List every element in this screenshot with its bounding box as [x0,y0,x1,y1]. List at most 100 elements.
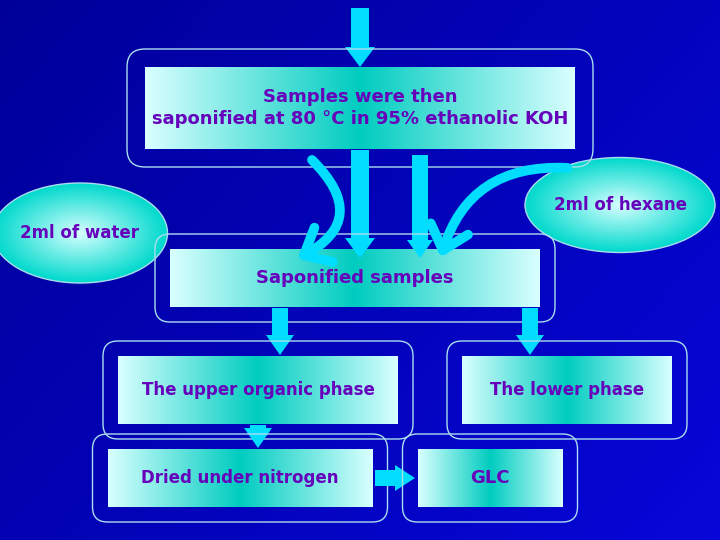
Ellipse shape [14,195,145,271]
Ellipse shape [564,177,675,233]
Ellipse shape [77,231,83,235]
Ellipse shape [542,166,698,244]
Text: Dried under nitrogen: Dried under nitrogen [141,469,338,487]
Ellipse shape [20,199,140,267]
Ellipse shape [574,182,666,228]
Ellipse shape [55,219,105,247]
Ellipse shape [585,187,654,222]
Ellipse shape [536,163,704,247]
Ellipse shape [73,229,87,237]
Ellipse shape [60,221,100,245]
Ellipse shape [71,228,89,238]
Ellipse shape [39,210,121,256]
Ellipse shape [50,215,111,251]
Ellipse shape [68,226,91,240]
Ellipse shape [546,168,694,242]
Polygon shape [345,8,375,67]
Ellipse shape [29,204,131,262]
Ellipse shape [530,160,710,250]
Ellipse shape [40,211,120,255]
Ellipse shape [577,184,662,226]
Ellipse shape [13,194,147,271]
Ellipse shape [541,165,699,245]
Polygon shape [244,425,272,448]
Ellipse shape [0,186,163,280]
Ellipse shape [0,187,161,279]
Ellipse shape [9,192,151,274]
Ellipse shape [609,199,631,211]
Ellipse shape [572,181,667,229]
Ellipse shape [533,161,707,248]
Ellipse shape [63,223,97,243]
Ellipse shape [595,192,645,218]
Ellipse shape [36,208,124,258]
Ellipse shape [612,201,628,209]
Ellipse shape [580,185,660,225]
Ellipse shape [588,189,652,221]
Ellipse shape [617,204,624,207]
Ellipse shape [576,183,665,227]
Ellipse shape [571,180,669,230]
Ellipse shape [606,198,634,212]
Ellipse shape [616,202,625,207]
Ellipse shape [604,197,636,213]
Ellipse shape [525,158,715,253]
Ellipse shape [61,222,99,244]
Text: Saponified samples: Saponified samples [256,269,454,287]
Ellipse shape [603,197,637,214]
Ellipse shape [590,190,650,220]
Ellipse shape [582,186,658,224]
Ellipse shape [555,173,685,238]
Ellipse shape [579,185,661,226]
Ellipse shape [74,230,86,237]
Ellipse shape [4,190,156,276]
Ellipse shape [531,161,708,249]
Ellipse shape [550,170,690,240]
Polygon shape [266,308,294,355]
Ellipse shape [64,224,96,242]
Text: 2ml of water: 2ml of water [20,224,140,242]
Ellipse shape [528,159,712,251]
Polygon shape [407,155,433,258]
Ellipse shape [23,200,137,266]
Ellipse shape [526,158,714,252]
Ellipse shape [45,213,115,253]
Ellipse shape [538,164,702,246]
Ellipse shape [19,198,141,268]
Ellipse shape [7,191,153,275]
Ellipse shape [22,200,138,266]
Ellipse shape [563,177,677,233]
Ellipse shape [67,226,93,240]
Ellipse shape [0,183,168,283]
Text: Samples were then: Samples were then [263,88,457,106]
Ellipse shape [10,193,150,273]
Ellipse shape [47,214,114,252]
Ellipse shape [600,195,641,215]
Ellipse shape [78,232,81,234]
Ellipse shape [570,180,670,231]
Ellipse shape [568,179,672,231]
Polygon shape [516,308,544,355]
Ellipse shape [544,167,696,243]
Ellipse shape [48,215,112,251]
Ellipse shape [608,199,633,211]
Ellipse shape [76,231,84,235]
Ellipse shape [27,203,132,263]
Ellipse shape [0,184,166,282]
Ellipse shape [70,227,90,239]
Ellipse shape [12,194,148,272]
Ellipse shape [6,191,154,275]
FancyArrowPatch shape [431,167,567,250]
Ellipse shape [611,200,629,210]
Ellipse shape [560,175,680,235]
Ellipse shape [51,217,109,249]
Text: The lower phase: The lower phase [490,381,644,399]
Ellipse shape [54,218,107,248]
Ellipse shape [596,193,644,217]
Ellipse shape [539,165,701,245]
Ellipse shape [42,211,118,255]
Ellipse shape [3,189,157,277]
Ellipse shape [57,220,104,246]
Ellipse shape [618,204,621,206]
Ellipse shape [16,197,144,269]
